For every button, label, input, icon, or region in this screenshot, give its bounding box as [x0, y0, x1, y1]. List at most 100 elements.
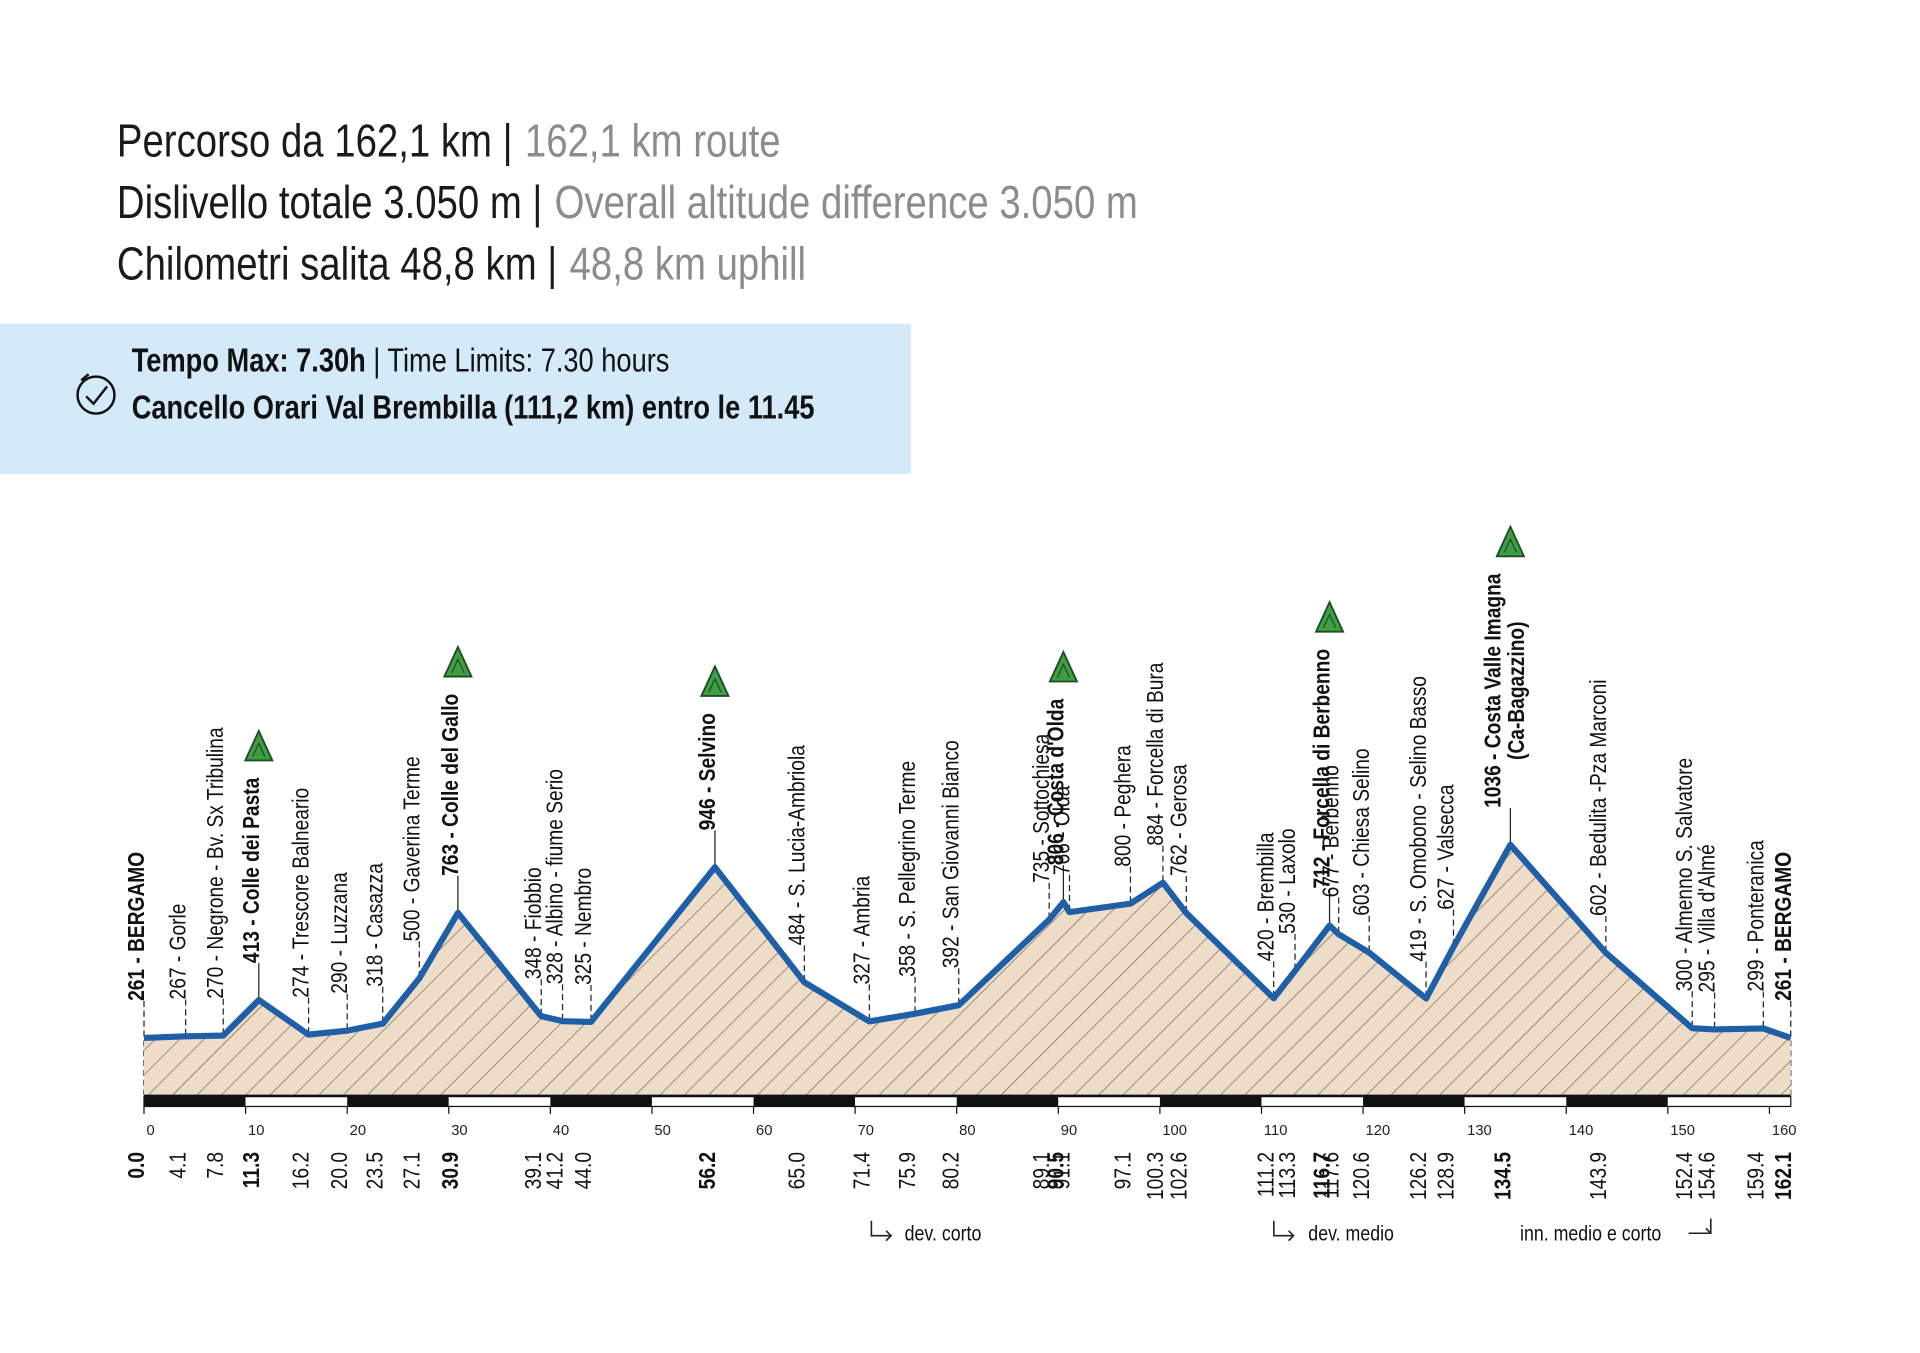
x-tick-label: 120 [1366, 1123, 1391, 1139]
header-italian: Chilometri salita 48,8 km | [117, 238, 557, 290]
km-label: 97.1 [1110, 1152, 1136, 1189]
x-tick-label: 100 [1162, 1123, 1187, 1139]
waypoint-label: 419 - S. Omobono - Selino Basso [1405, 676, 1431, 962]
x-tick-label: 150 [1670, 1123, 1695, 1139]
header-english: Overall altitude difference 3.050 m [555, 176, 1138, 228]
waypoint-label: 627 - Valsecca [1433, 784, 1459, 909]
waypoint-label: 800 - Peghera [1110, 745, 1136, 867]
scale-band [448, 1096, 551, 1107]
scale-band [144, 1096, 246, 1107]
waypoint-label: 274 - Trescore Balneario [288, 788, 314, 998]
km-label: 91.1 [1049, 1152, 1075, 1189]
summit-icon [243, 728, 274, 762]
km-label: 0.0 [123, 1152, 149, 1179]
route-note: dev. medio [1308, 1222, 1394, 1246]
km-label: 143.9 [1585, 1152, 1611, 1200]
clock-icon [76, 373, 116, 415]
scale-band [956, 1096, 1059, 1107]
waypoint-label: 762 - Gerosa [1166, 764, 1192, 876]
km-label: 154.6 [1694, 1152, 1720, 1200]
info-gate: Cancello Orari Val Brembilla (111,2 km) … [132, 389, 815, 426]
waypoint-label: 763 - Colle del Gallo [437, 694, 463, 876]
waypoint-label: 328 - Albino - fiume Serio [542, 769, 568, 984]
header-italian: Percorso da 162,1 km | [117, 115, 513, 167]
route-note: inn. medio e corto [1520, 1222, 1661, 1246]
waypoint-label: 603 - Chiesa Selino [1348, 748, 1374, 915]
info-rest: | Time Limits: 7.30 hours [373, 342, 669, 379]
scale-band [245, 1096, 348, 1107]
x-tick-label: 110 [1264, 1123, 1288, 1139]
summit-icon-detail [451, 657, 465, 674]
km-label: 27.1 [399, 1152, 425, 1189]
km-label: 134.5 [1490, 1152, 1516, 1200]
waypoint-label: 318 - Casazza [362, 863, 388, 987]
x-tick-label: 40 [553, 1123, 569, 1139]
km-label: 128.9 [1433, 1152, 1459, 1200]
km-label: 113.3 [1274, 1152, 1300, 1199]
summit-icon-detail [252, 741, 266, 758]
km-label: 80.2 [938, 1152, 964, 1189]
km-label: 90.5 [1043, 1152, 1069, 1189]
summit-icon [1314, 599, 1345, 633]
waypoint-label: 806 - Costa d'Olda [1043, 698, 1069, 865]
x-tick-label: 140 [1569, 1123, 1594, 1139]
header-english: 48,8 km uphill [570, 238, 807, 290]
km-label: 89.1 [1028, 1152, 1054, 1189]
waypoint-label: 677 - Berbenno [1318, 765, 1344, 897]
scale-band [347, 1096, 449, 1107]
info-box [0, 323, 911, 474]
waypoint-label: 602 - Bedulita -Pza Marconi [1585, 679, 1611, 916]
waypoint-label: 946 - Selvino [694, 713, 720, 830]
scale-band [1566, 1096, 1668, 1107]
scale-band-frame [143, 1096, 1792, 1108]
waypoint-label: 530 - Laxolo [1274, 828, 1300, 934]
x-tick-label: 60 [756, 1123, 772, 1139]
km-label: 100.3 [1142, 1152, 1168, 1200]
scale-band [1464, 1096, 1567, 1107]
km-label: 71.4 [849, 1152, 875, 1189]
scale-band [1159, 1096, 1262, 1107]
scale-band [651, 1096, 754, 1107]
scale-band [1261, 1096, 1364, 1107]
waypoint-label: 413 - Colle dei Pasta [238, 777, 264, 963]
waypoint-label: 712 - Forcella di Berbenno [1309, 649, 1335, 889]
waypoint-label: 766 - Olda [1049, 786, 1075, 876]
km-label: 126.2 [1405, 1152, 1431, 1200]
waypoint-label: 484 - S. Lucia-Ambriola [784, 745, 810, 945]
waypoint-label: 325 - Nembro [570, 868, 596, 985]
km-label: 159.4 [1743, 1152, 1769, 1200]
km-label: 16.2 [288, 1152, 314, 1189]
waypoint-label: 290 - Luzzana [326, 872, 352, 994]
km-label: 4.1 [165, 1152, 191, 1179]
summit-icon-detail [1056, 662, 1071, 679]
summit-icon [1495, 524, 1526, 558]
km-label: 23.5 [362, 1152, 388, 1189]
km-label: 41.2 [542, 1152, 568, 1189]
scale-band [1667, 1096, 1770, 1107]
x-tick-label: 160 [1772, 1123, 1797, 1139]
waypoint-label: 884 - Forcella di Bura [1142, 662, 1168, 845]
waypoint-label: 500 - Gaverina Terme [399, 756, 425, 941]
km-label: 11.3 [238, 1152, 264, 1188]
km-label: 30.9 [437, 1152, 463, 1189]
x-tick-label: 130 [1467, 1123, 1492, 1139]
x-tick-label: 20 [350, 1123, 366, 1139]
x-tick-label: 90 [1061, 1123, 1077, 1139]
waypoint-label: 358 - S. Pellegrino Terme [894, 761, 920, 977]
waypoint-label: 1036 - Costa Valle Imagna [1480, 573, 1506, 808]
waypoint-label: 348 - Fiobbio [520, 867, 546, 979]
waypoint-label: 295 - Villa d'Almé [1694, 844, 1720, 992]
waypoint-label: 299 - Ponteranica [1743, 840, 1769, 991]
km-label: 111.2 [1253, 1152, 1279, 1197]
x-tick-label: 10 [248, 1123, 264, 1139]
summit-icon [1048, 649, 1079, 683]
waypoint-label: 261 - BERGAMO [1770, 852, 1796, 1001]
km-label: 56.2 [694, 1152, 720, 1189]
waypoint-label: 267 - Gorle [165, 904, 191, 1000]
x-tick-label: 70 [858, 1123, 874, 1139]
km-label: 75.9 [894, 1152, 920, 1189]
waypoint-label: 392 - San Giovanni Bianco [938, 740, 964, 968]
scale-band [1363, 1096, 1465, 1107]
